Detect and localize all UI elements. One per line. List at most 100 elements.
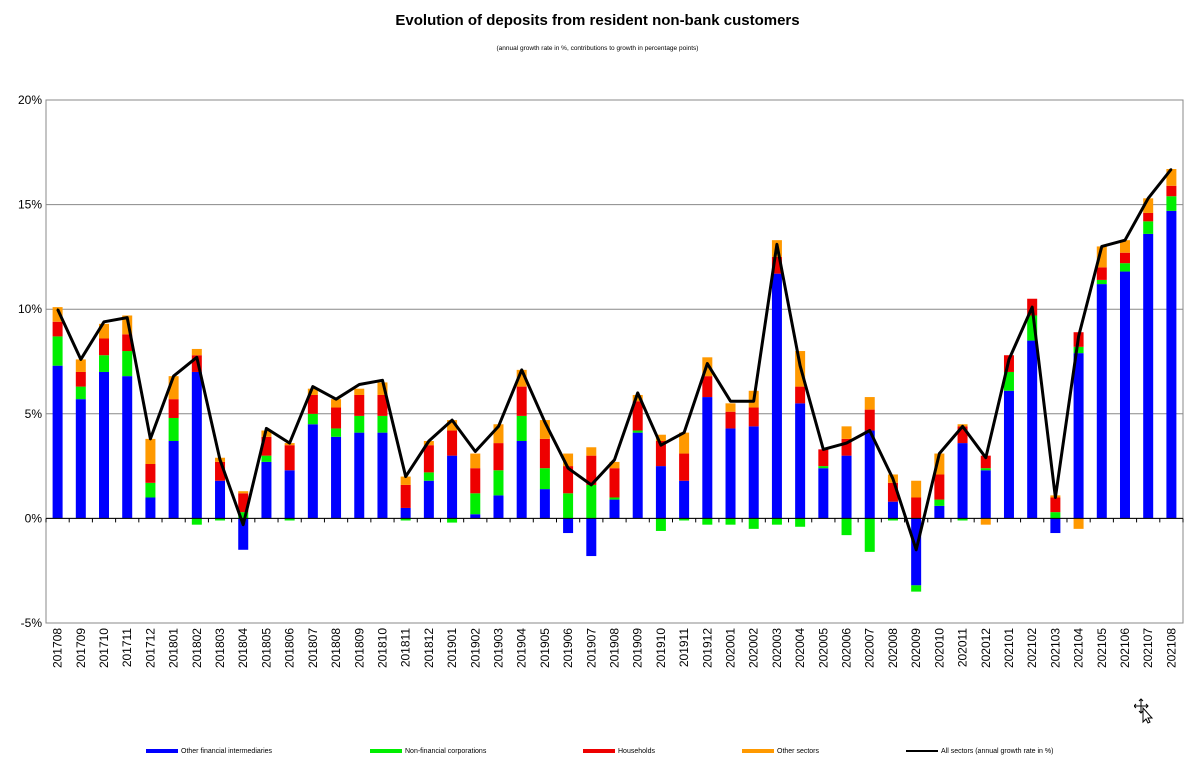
line-point <box>613 459 616 461</box>
line-point <box>56 308 59 311</box>
bar-segment <box>725 411 736 429</box>
bar-segment <box>957 443 968 519</box>
chart-title: Evolution of deposits from resident non-… <box>395 12 800 29</box>
line-point <box>126 316 129 319</box>
x-tick-label: 201908 <box>608 628 622 668</box>
bar-segment <box>679 480 690 519</box>
legend-item-other-financial: Other financial intermediaries <box>146 748 272 755</box>
line-point <box>938 452 941 455</box>
bar-segment <box>563 466 574 494</box>
bar-segment <box>1050 512 1061 519</box>
bar-segment <box>1096 246 1107 268</box>
legend-swatch <box>583 749 615 754</box>
line-point <box>868 429 871 432</box>
bar-segment <box>400 484 411 508</box>
bar-segment <box>307 388 318 395</box>
bar-segment <box>1166 169 1177 186</box>
bar-segment <box>516 440 527 519</box>
legend-swatch <box>906 750 938 753</box>
x-tick-label: 201909 <box>631 628 645 668</box>
x-tick-label: 201708 <box>51 628 65 668</box>
bar-segment <box>679 453 690 481</box>
bar-segment <box>284 518 295 521</box>
y-tick-label: 0% <box>25 511 43 525</box>
line-point <box>358 383 361 386</box>
bar-segment <box>238 512 249 519</box>
x-tick-label: 201907 <box>584 628 598 668</box>
line-point <box>1100 245 1103 248</box>
bar-segment <box>934 453 945 475</box>
bar-segment <box>887 518 898 521</box>
bar-segment <box>470 468 481 494</box>
x-tick-label: 202005 <box>816 628 830 668</box>
x-tick-label: 202107 <box>1141 628 1155 668</box>
x-tick-label: 202102 <box>1025 628 1039 668</box>
bar-segment <box>423 472 434 481</box>
bar-segment <box>771 273 782 519</box>
bar-segment <box>795 403 806 519</box>
line-point <box>103 320 105 323</box>
line-point <box>312 385 314 388</box>
bar-segment <box>400 518 411 521</box>
bar-segment <box>423 445 434 473</box>
x-tick-label: 202006 <box>840 628 854 668</box>
bar-segment <box>1119 240 1130 253</box>
bar-segment <box>168 417 179 441</box>
line-point <box>544 421 546 423</box>
bar-segment <box>354 394 365 416</box>
bar-segment <box>377 415 388 433</box>
bar-segment <box>1073 518 1084 529</box>
bar-segment <box>539 489 550 519</box>
bar-segment <box>377 432 388 519</box>
x-tick-label: 201904 <box>515 628 529 668</box>
x-tick-label: 201906 <box>561 628 575 668</box>
bar-segment <box>864 430 875 519</box>
bar-segment <box>679 518 690 521</box>
bar-segment <box>447 455 458 519</box>
bar-segment <box>1073 346 1084 354</box>
legend-swatch <box>370 749 402 754</box>
bar-segment <box>1143 221 1154 234</box>
x-tick-label: 202002 <box>747 628 761 668</box>
bar-segment <box>215 518 226 521</box>
bar-segment <box>1050 518 1061 534</box>
bar-segment <box>1073 353 1084 519</box>
x-tick-label: 201812 <box>422 628 436 668</box>
bar-segment <box>191 518 202 525</box>
x-tick-label: 201804 <box>236 628 250 668</box>
line-point <box>799 364 801 367</box>
bar-segment <box>980 455 991 469</box>
bar-segment <box>957 518 968 521</box>
bar-segment <box>261 436 272 456</box>
bar-segment <box>75 371 86 387</box>
x-tick-label: 202012 <box>979 628 993 668</box>
bar-segment <box>748 518 759 529</box>
bar-segment <box>771 256 782 274</box>
x-tick-label: 201802 <box>190 628 204 668</box>
bar-segment <box>1143 233 1154 519</box>
bar-segment <box>215 461 226 481</box>
bar-segment <box>307 413 318 425</box>
bar-segment <box>400 476 411 485</box>
line-point <box>80 358 82 361</box>
x-tick-label: 201805 <box>259 628 273 668</box>
bar-segment <box>377 394 388 416</box>
legend-label: Households <box>618 748 655 755</box>
legend-label: Other sectors <box>777 748 820 755</box>
bar-segment <box>493 495 504 519</box>
legend-label: Other financial intermediaries <box>181 748 273 755</box>
bar-segment <box>841 518 852 536</box>
y-tick-label: 5% <box>25 407 43 421</box>
line-point <box>845 442 848 444</box>
bar-segment <box>1166 210 1177 519</box>
bar-segment <box>145 438 156 465</box>
x-tick-label: 202103 <box>1048 628 1062 668</box>
bar-segment <box>331 407 342 429</box>
line-point <box>660 444 662 446</box>
bar-segment <box>1096 279 1107 285</box>
x-tick-label: 201912 <box>700 628 714 668</box>
bar-segment <box>655 440 666 467</box>
bar-segment <box>1027 340 1038 519</box>
bar-segment <box>911 497 922 519</box>
bar-segment <box>52 365 63 519</box>
